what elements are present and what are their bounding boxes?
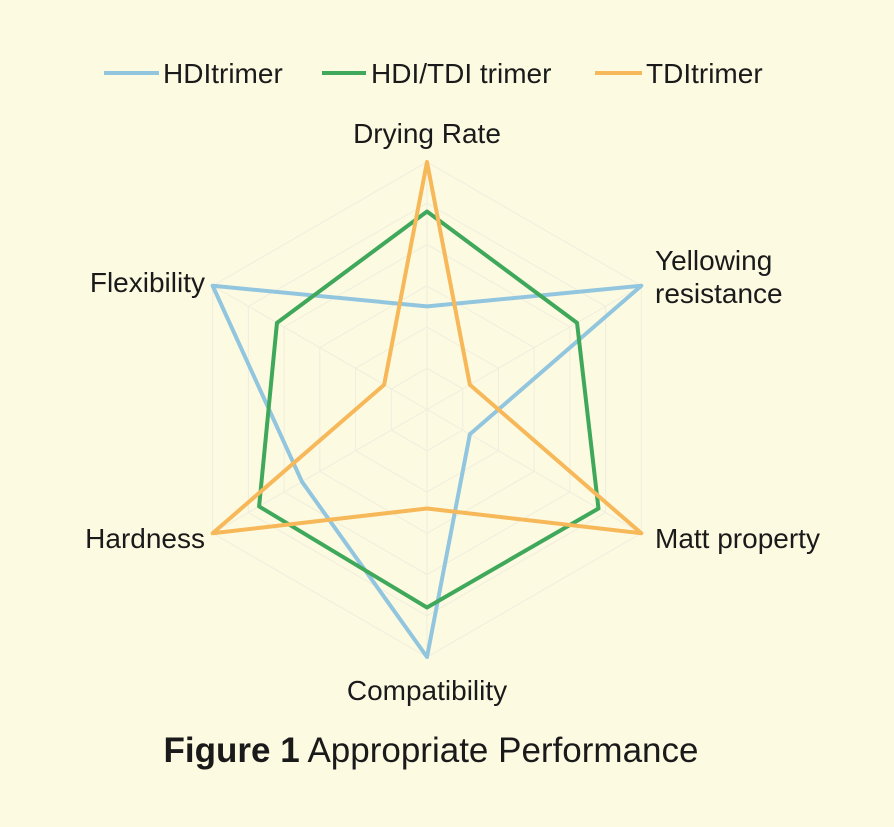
svg-text:Figure 1 Appropriate Performan: Figure 1 Appropriate Performance: [164, 731, 699, 770]
svg-text:Matt property: Matt property: [655, 523, 820, 554]
svg-text:resistance: resistance: [655, 278, 783, 309]
svg-text:HDItrimer: HDItrimer: [163, 58, 283, 89]
svg-text:Drying Rate: Drying Rate: [353, 118, 501, 149]
svg-text:Flexibility: Flexibility: [90, 267, 205, 298]
svg-text:HDI/TDI trimer: HDI/TDI trimer: [371, 58, 551, 89]
svg-text:Compatibility: Compatibility: [347, 675, 507, 706]
svg-text:TDItrimer: TDItrimer: [646, 58, 763, 89]
svg-text:Hardness: Hardness: [85, 523, 205, 554]
svg-text:Yellowing: Yellowing: [655, 245, 772, 276]
